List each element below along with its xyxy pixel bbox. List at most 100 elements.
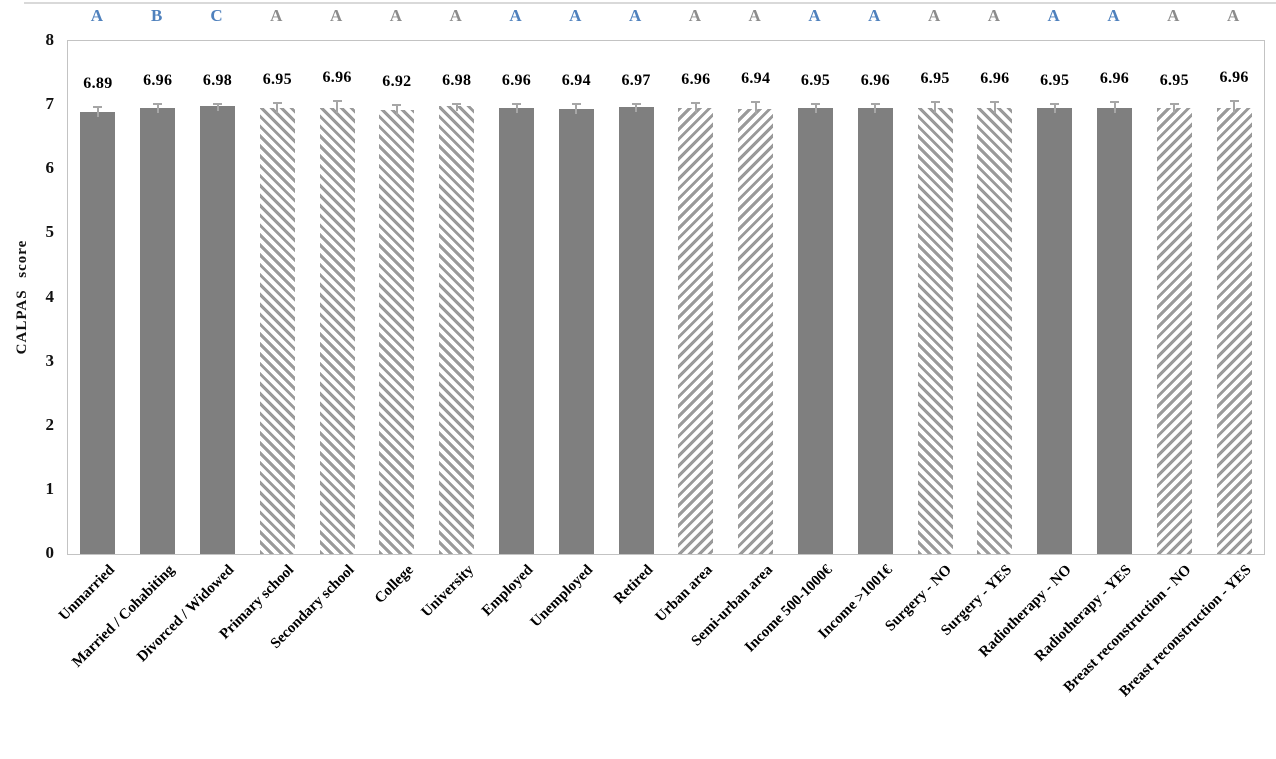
- bar-value-label: 6.95: [800, 72, 831, 90]
- error-bar-cap: [392, 103, 402, 106]
- bar-value-label: 6.92: [382, 72, 412, 90]
- bar-value-label: 6.95: [1159, 71, 1189, 89]
- significance-letter: A: [987, 6, 1001, 25]
- bar: [1097, 107, 1132, 554]
- error-bar-cap: [213, 102, 222, 105]
- y-axis-tick: 0: [45, 543, 55, 562]
- bar-value-label: 6.94: [561, 72, 591, 90]
- bar-value-label: 6.98: [202, 71, 233, 89]
- significance-letter: A: [1167, 6, 1180, 25]
- significance-letter: A: [927, 6, 941, 25]
- error-bar-cap: [272, 101, 282, 104]
- bar-value-label: 6.96: [1099, 70, 1130, 88]
- bar: [558, 108, 594, 554]
- error-bar-cap: [930, 101, 940, 104]
- bar-value-label: 6.96: [681, 70, 711, 88]
- bar: [259, 108, 295, 554]
- bar: [1037, 108, 1073, 554]
- error-bar-stem: [814, 103, 817, 114]
- significance-letter: A: [688, 6, 702, 25]
- error-bar-cap: [571, 103, 581, 106]
- bar-value-label: 6.95: [920, 70, 950, 88]
- error-bar-stem: [874, 102, 877, 113]
- significance-letter: A: [748, 6, 761, 25]
- bar: [80, 112, 116, 554]
- bar: [200, 106, 235, 554]
- x-axis-label-text: Income >1001€: [815, 562, 896, 643]
- bar: [1156, 108, 1192, 554]
- y-axis-tick: 2: [45, 414, 55, 434]
- bar: [798, 108, 833, 554]
- error-bar-stem: [455, 102, 458, 112]
- error-bar-cap: [1229, 99, 1239, 102]
- error-bar-cap: [691, 101, 701, 104]
- error-bar-stem: [395, 103, 398, 116]
- significance-letter: A: [628, 6, 642, 25]
- error-bar-cap: [332, 99, 342, 102]
- bar: [499, 107, 534, 554]
- bar: [917, 108, 953, 554]
- error-bar-cap: [1050, 102, 1060, 105]
- y-axis-tick: 6: [45, 158, 55, 178]
- bar-value-label: 6.95: [1040, 71, 1070, 89]
- y-axis-tick: 4: [45, 286, 55, 306]
- x-axis-label-text: University: [418, 562, 478, 621]
- x-axis-label-text: Radiotherapy - YES: [1031, 562, 1135, 665]
- significance-letter: A: [329, 6, 343, 25]
- bar-value-label: 6.96: [860, 71, 890, 89]
- bar: [1216, 107, 1252, 554]
- error-bar-stem: [156, 102, 159, 113]
- error-bar-cap: [631, 103, 641, 106]
- error-bar-stem: [934, 101, 937, 114]
- significance-letter: A: [90, 6, 104, 25]
- chart-top-border: [24, 2, 1276, 4]
- error-bar-stem: [993, 101, 996, 113]
- significance-letter: A: [569, 6, 582, 25]
- error-bar-stem: [1053, 102, 1056, 114]
- significance-letter: A: [509, 6, 522, 25]
- plot-area: 6.89 6.96 6.98 6.95 6.96 6.92 6.98 6.96 6.94 6.97…: [67, 40, 1265, 555]
- x-axis-label-text: Unemployed: [528, 562, 597, 631]
- error-bar-cap: [452, 102, 462, 105]
- bar: [618, 107, 654, 554]
- error-bar-stem: [694, 101, 697, 113]
- x-axis-label-text: Radiotherapy - NO: [976, 562, 1076, 661]
- x-axis-label-text: College: [372, 562, 418, 607]
- error-bar-cap: [93, 105, 103, 108]
- error-bar-stem: [575, 103, 578, 114]
- y-axis-tick: 8: [45, 30, 55, 49]
- error-bar-cap: [811, 103, 820, 106]
- significance-letter: A: [808, 6, 821, 25]
- x-axis-label-text: Breast reconstruction - NO: [1060, 562, 1195, 696]
- y-axis-tick: 3: [45, 350, 55, 370]
- error-bar-cap: [1110, 101, 1119, 104]
- significance-letter: A: [1226, 6, 1240, 25]
- x-axis-label-text: Surgery - NO: [882, 562, 956, 635]
- bar: [738, 108, 774, 554]
- error-bar-stem: [635, 103, 638, 113]
- error-bar-stem: [515, 102, 518, 113]
- x-axis-label-text: Unmarried: [56, 562, 119, 624]
- y-axis-tick: 5: [45, 222, 55, 242]
- x-axis-label-text: Surgery - YES: [938, 562, 1016, 639]
- bar: [319, 107, 355, 554]
- error-bar-stem: [216, 102, 219, 112]
- error-bar-cap: [751, 101, 761, 104]
- error-bar-cap: [153, 102, 163, 105]
- bar: [140, 107, 176, 554]
- bar-value-label: 6.98: [442, 71, 472, 89]
- error-bar-cap: [870, 102, 880, 105]
- x-axis-label-text: Employed: [479, 562, 537, 620]
- significance-letter: A: [1107, 6, 1120, 25]
- x-axis-label-text: Primary school: [217, 562, 298, 643]
- bar-value-label: 6.95: [262, 70, 292, 88]
- bar: [678, 107, 714, 554]
- error-bar-stem: [96, 105, 99, 118]
- error-bar-stem: [754, 101, 757, 114]
- x-axis-label-text: Retired: [611, 562, 657, 608]
- significance-letter: B: [151, 6, 163, 25]
- bar: [977, 107, 1013, 554]
- x-axis-label-text: Breast reconstruction - YES: [1116, 562, 1255, 701]
- error-bar-cap: [1169, 102, 1179, 105]
